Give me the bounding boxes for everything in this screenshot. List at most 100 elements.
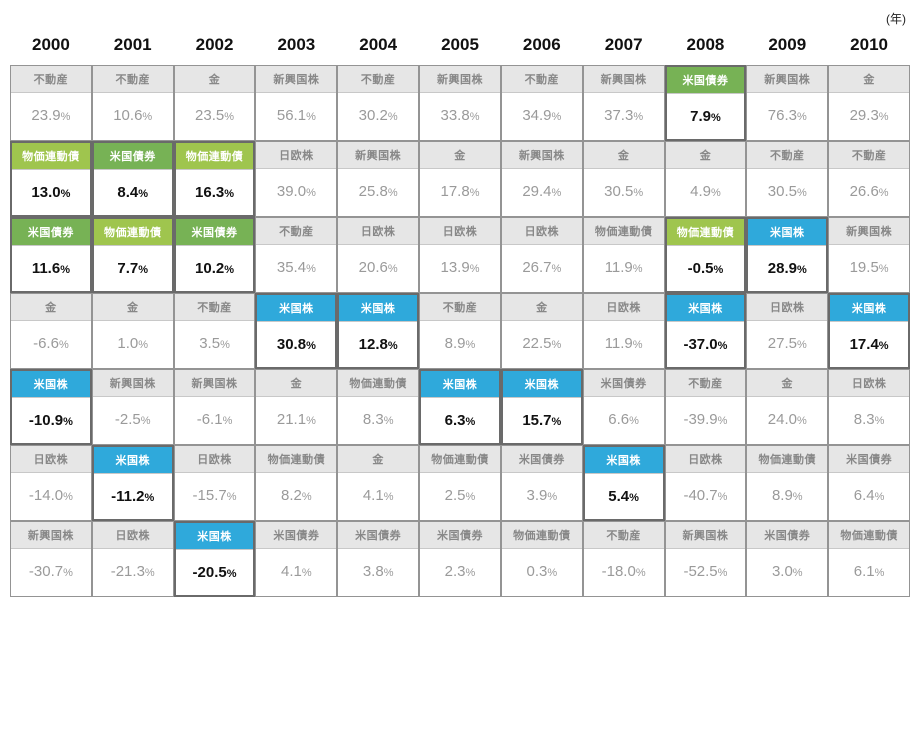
asset-tag: 米国株 [94, 447, 172, 474]
quilt-cell: 不動産8.9% [419, 293, 501, 369]
quilt-cell: 米国株12.8% [337, 293, 419, 369]
quilt-cell: 日欧株-14.0% [10, 445, 92, 521]
asset-value: 35.4% [256, 245, 336, 290]
asset-tag: 金 [256, 370, 336, 397]
asset-tag: 米国株 [421, 371, 499, 398]
asset-tag: 物価連動債 [256, 446, 336, 473]
asset-value: 6.3% [421, 398, 499, 443]
asset-tag: 金 [747, 370, 827, 397]
quilt-cell: 物価連動債8.3% [337, 369, 419, 445]
asset-value: 7.9% [667, 94, 745, 139]
quilt-cell: 金4.9% [665, 141, 747, 217]
asset-tag: 不動産 [747, 142, 827, 169]
asset-value: -2.5% [93, 397, 173, 442]
asset-value: 6.1% [829, 549, 909, 594]
asset-tag: 金 [420, 142, 500, 169]
asset-tag: 新興国株 [666, 522, 746, 549]
asset-tag: 新興国株 [747, 66, 827, 93]
quilt-cell: 物価連動債16.3% [174, 141, 256, 217]
quilt-cell: 不動産30.2% [337, 65, 419, 141]
asset-value: 5.4% [585, 474, 663, 519]
asset-tag: 物価連動債 [420, 446, 500, 473]
quilt-cell: 新興国株-30.7% [10, 521, 92, 597]
asset-tag: 物価連動債 [94, 219, 172, 246]
asset-value: -20.5% [176, 550, 254, 595]
asset-value: -6.1% [175, 397, 255, 442]
quilt-cell: 新興国株37.3% [583, 65, 665, 141]
asset-value: 26.7% [502, 245, 582, 290]
asset-value: 37.3% [584, 93, 664, 138]
asset-value: 26.6% [829, 169, 909, 214]
asset-value: -21.3% [93, 549, 173, 594]
asset-value: 6.4% [829, 473, 909, 518]
asset-value: 25.8% [338, 169, 418, 214]
asset-value: 76.3% [747, 93, 827, 138]
asset-tag: 米国債券 [829, 446, 909, 473]
quilt-cell: 米国債券8.4% [92, 141, 174, 217]
asset-tag: 日欧株 [338, 218, 418, 245]
asset-tag: 米国株 [585, 447, 663, 474]
quilt-cell: 新興国株76.3% [746, 65, 828, 141]
quilt-cell: 米国株-20.5% [174, 521, 256, 597]
asset-tag: 金 [338, 446, 418, 473]
asset-tag: 新興国株 [829, 218, 909, 245]
asset-tag: 新興国株 [11, 522, 91, 549]
quilt-cell: 日欧株26.7% [501, 217, 583, 293]
quilt-cell: 物価連動債0.3% [501, 521, 583, 597]
year-header: 2009 [746, 29, 828, 65]
quilt-cell: 金22.5% [501, 293, 583, 369]
asset-value: -10.9% [12, 398, 90, 443]
asset-value: 30.2% [338, 93, 418, 138]
asset-tag: 米国債券 [94, 143, 172, 170]
asset-value: 8.2% [256, 473, 336, 518]
quilt-cell: 米国債券6.4% [828, 445, 910, 521]
asset-tag: 米国債券 [747, 522, 827, 549]
asset-value: 11.9% [584, 321, 664, 366]
quilt-cell: 米国株30.8% [255, 293, 337, 369]
asset-tag: 物価連動債 [747, 446, 827, 473]
asset-value: 19.5% [829, 245, 909, 290]
asset-value: 22.5% [502, 321, 582, 366]
asset-tag: 物価連動債 [829, 522, 909, 549]
asset-value: 8.9% [420, 321, 500, 366]
quilt-cell: 金23.5% [174, 65, 256, 141]
asset-tag: 日欧株 [584, 294, 664, 321]
quilt-cell: 物価連動債6.1% [828, 521, 910, 597]
quilt-cell: 日欧株13.9% [419, 217, 501, 293]
asset-value: -37.0% [667, 322, 745, 367]
asset-tag: 新興国株 [175, 370, 255, 397]
quilt-cell: 不動産35.4% [255, 217, 337, 293]
asset-value: -15.7% [175, 473, 255, 518]
asset-value: 4.9% [666, 169, 746, 214]
asset-value: 30.5% [584, 169, 664, 214]
quilt-cell: 日欧株-40.7% [665, 445, 747, 521]
asset-value: -30.7% [11, 549, 91, 594]
asset-tag: 不動産 [666, 370, 746, 397]
asset-value: 11.9% [584, 245, 664, 290]
year-header: 2002 [174, 29, 256, 65]
quilt-cell: 米国債券3.8% [337, 521, 419, 597]
quilt-cell: 日欧株27.5% [746, 293, 828, 369]
quilt-cell: 日欧株20.6% [337, 217, 419, 293]
quilt-cell: 物価連動債8.2% [255, 445, 337, 521]
asset-value: 16.3% [176, 170, 254, 215]
quilt-cell: 新興国株56.1% [255, 65, 337, 141]
asset-value: 13.9% [420, 245, 500, 290]
quilt-cell: 米国債券4.1% [255, 521, 337, 597]
asset-tag: 米国債券 [12, 219, 90, 246]
asset-tag: 不動産 [338, 66, 418, 93]
asset-tag: 不動産 [93, 66, 173, 93]
quilt-cell: 不動産10.6% [92, 65, 174, 141]
asset-value: 24.0% [747, 397, 827, 442]
asset-value: 8.3% [829, 397, 909, 442]
asset-value: 23.5% [175, 93, 255, 138]
year-header: 2010 [828, 29, 910, 65]
asset-tag: 金 [175, 66, 255, 93]
quilt-cell: 米国株28.9% [746, 217, 828, 293]
asset-return-quilt: (年) 200020012002200320042005200620072008… [10, 10, 910, 597]
asset-value: 29.4% [502, 169, 582, 214]
asset-tag: 不動産 [175, 294, 255, 321]
quilt-cell: 新興国株29.4% [501, 141, 583, 217]
year-header: 2005 [419, 29, 501, 65]
quilt-cell: 不動産-39.9% [665, 369, 747, 445]
